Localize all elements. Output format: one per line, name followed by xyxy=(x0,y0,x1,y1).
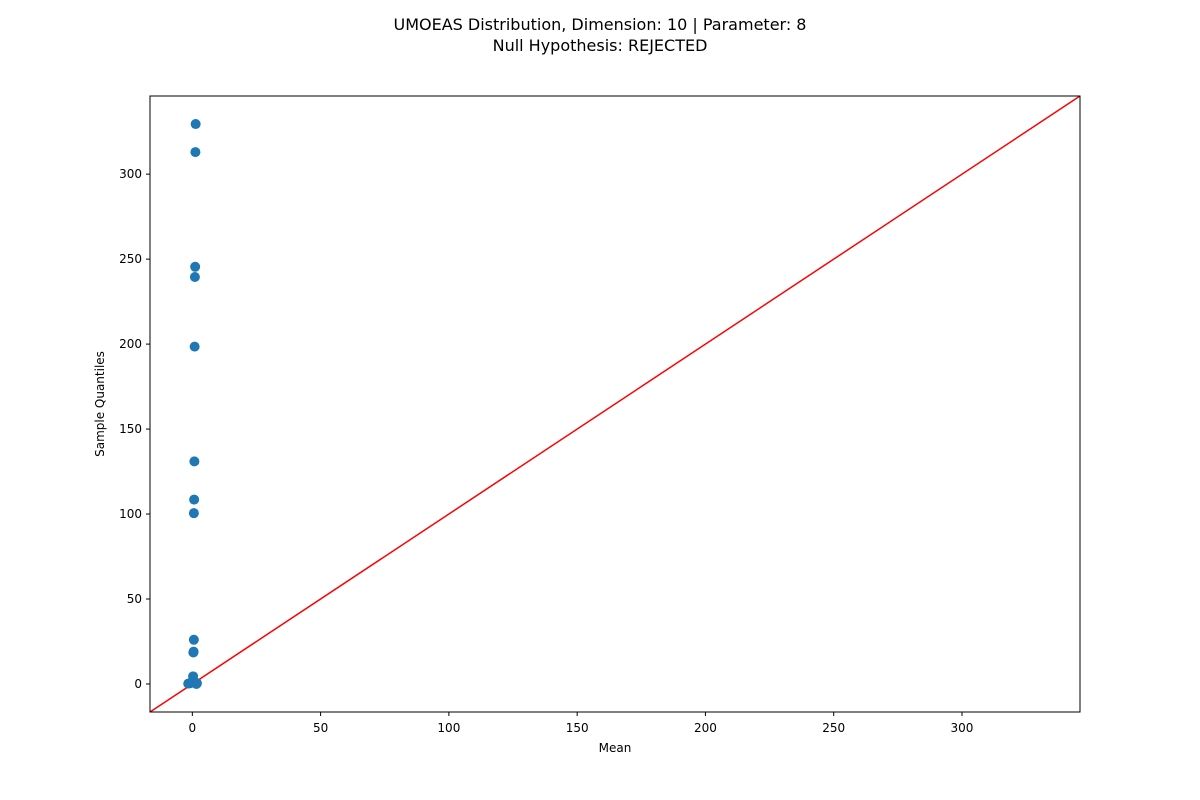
y-tick-label: 250 xyxy=(119,252,142,266)
x-tick-label: 50 xyxy=(313,721,328,735)
reference-line xyxy=(150,96,1080,712)
x-tick-label: 100 xyxy=(437,721,460,735)
x-tick-label: 300 xyxy=(951,721,974,735)
chart-title-line2: Null Hypothesis: REJECTED xyxy=(493,36,708,55)
data-point xyxy=(189,456,200,467)
data-point xyxy=(189,341,200,352)
data-point xyxy=(190,147,201,158)
y-tick-label: 300 xyxy=(119,167,142,181)
data-points-group xyxy=(183,119,202,689)
x-tick-label: 150 xyxy=(566,721,589,735)
x-axis-ticks: 0 50 100 150 200 250 300 xyxy=(189,712,974,735)
data-point xyxy=(191,678,202,689)
chart-title-line1: UMOEAS Distribution, Dimension: 10 | Par… xyxy=(394,15,807,34)
data-point xyxy=(190,261,201,272)
x-tick-label: 200 xyxy=(694,721,717,735)
y-tick-label: 200 xyxy=(119,337,142,351)
x-tick-label: 0 xyxy=(189,721,197,735)
data-point xyxy=(188,634,199,645)
x-axis-label: Mean xyxy=(599,741,632,755)
data-point xyxy=(189,494,200,505)
plot-area-frame xyxy=(149,95,1081,713)
y-axis-label: Sample Quantiles xyxy=(93,351,107,457)
y-tick-label: 100 xyxy=(119,507,142,521)
data-point xyxy=(189,271,200,282)
y-tick-label: 0 xyxy=(134,677,142,691)
y-tick-label: 150 xyxy=(119,422,142,436)
reference-line-group xyxy=(150,96,1080,712)
data-point xyxy=(188,646,199,657)
data-point xyxy=(188,508,199,519)
y-tick-label: 50 xyxy=(127,592,142,606)
data-point xyxy=(190,119,201,130)
y-axis-ticks: 0 50 100 150 200 250 300 xyxy=(119,167,150,691)
x-tick-label: 250 xyxy=(822,721,845,735)
